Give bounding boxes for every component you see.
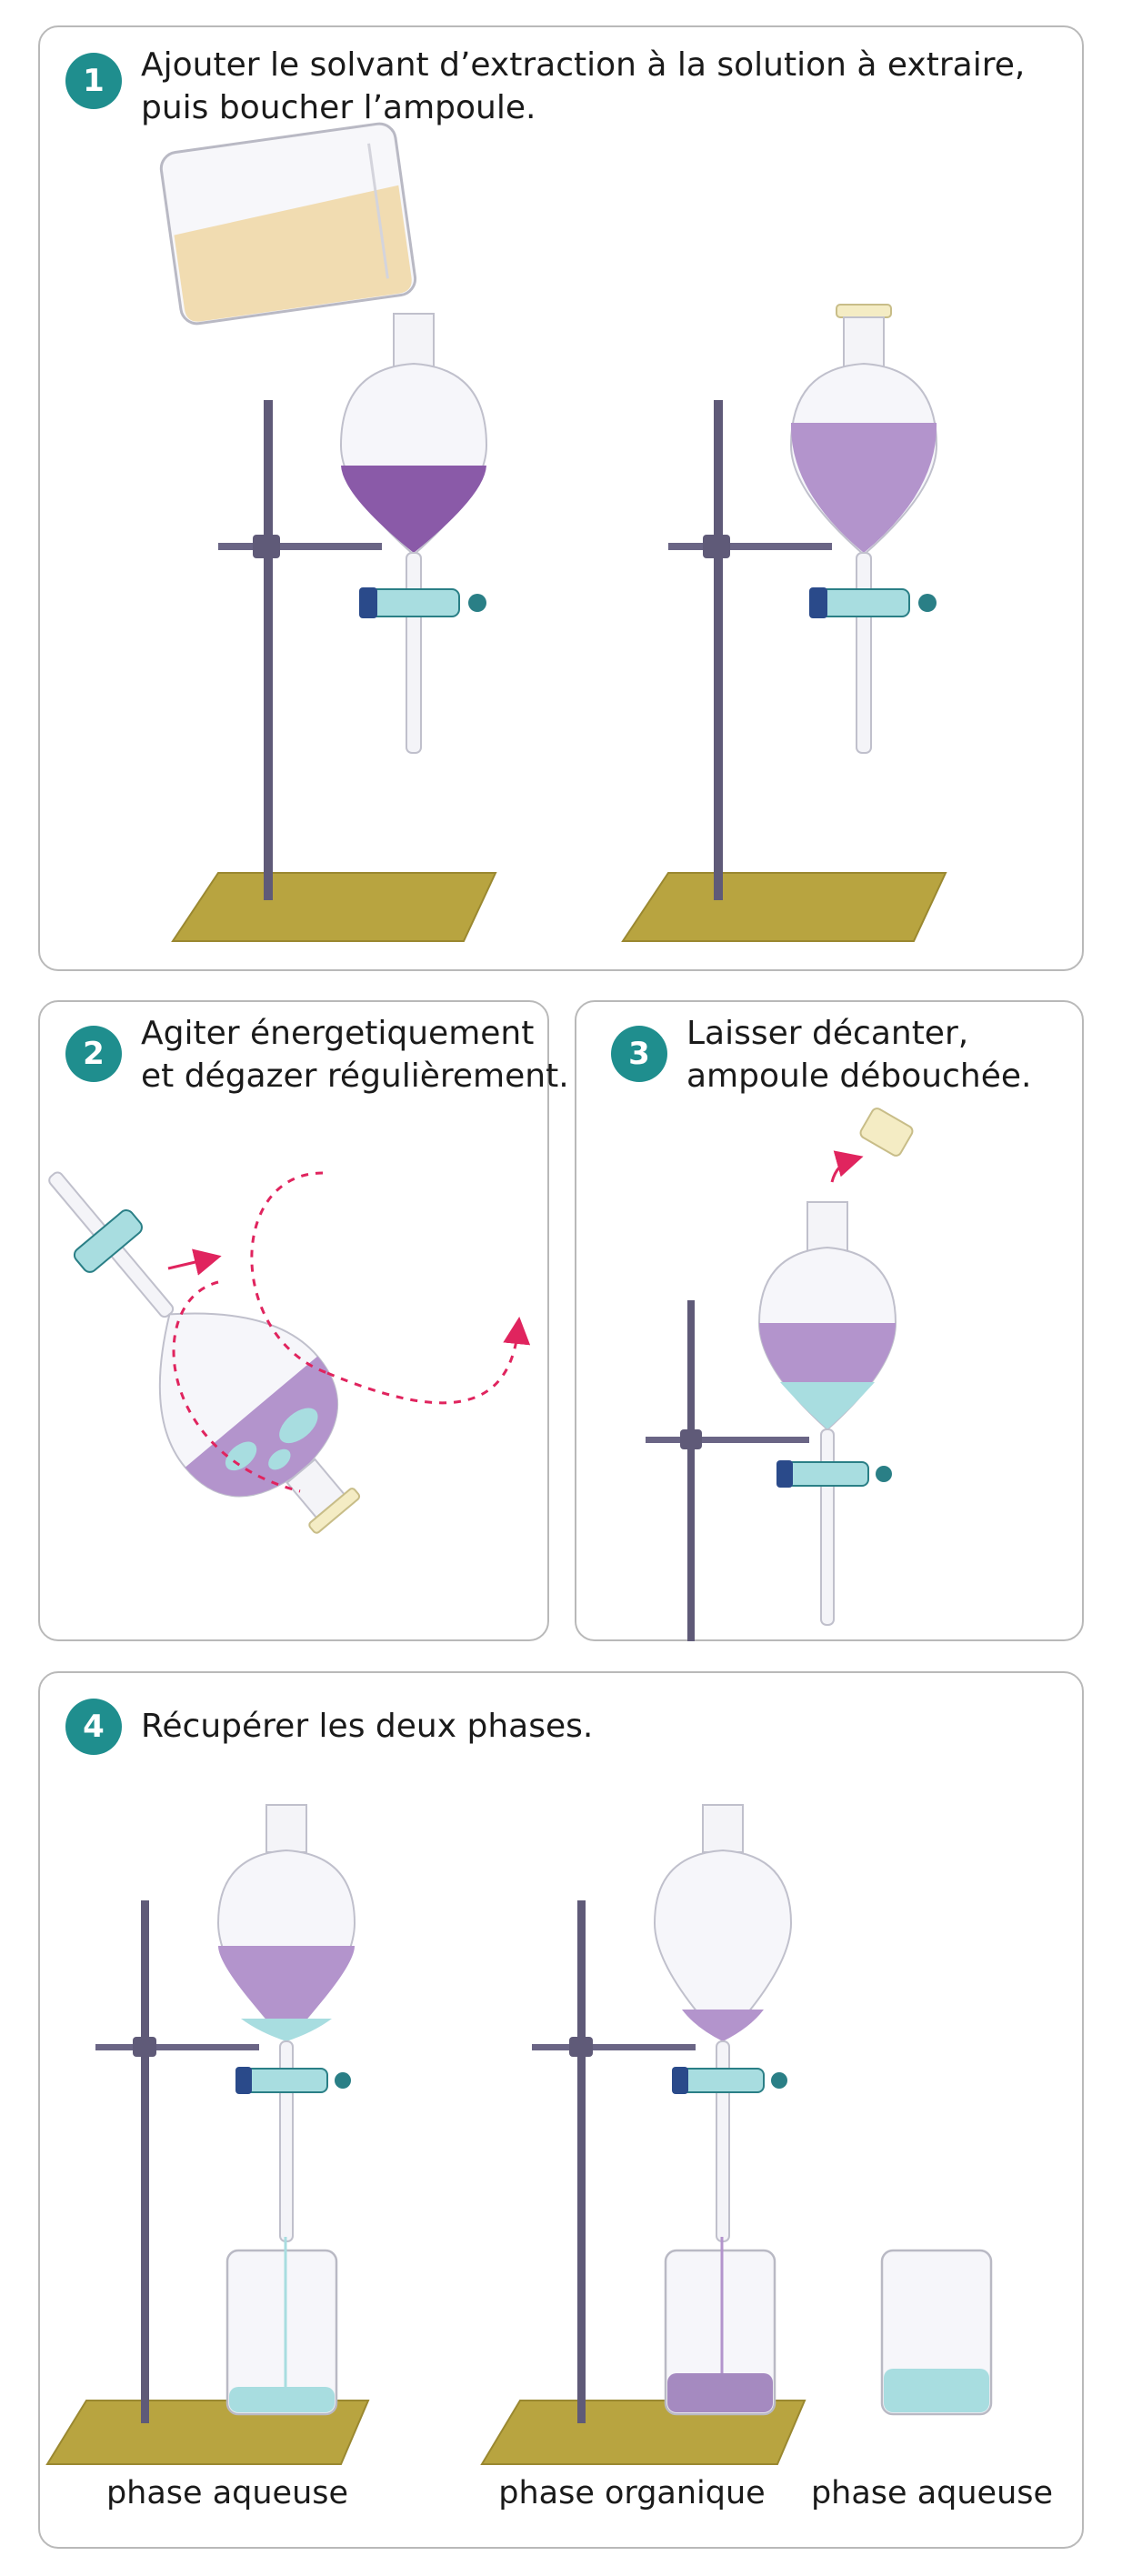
step-3-text: Laisser décanter, ampoule débouchée. bbox=[686, 1015, 1032, 1095]
step-2-number: 2 bbox=[65, 1026, 122, 1082]
collecting-funnel-middle bbox=[653, 1804, 793, 2242]
step-1-text: Ajouter le solvant d’extraction à la sol… bbox=[141, 46, 1026, 126]
stand-2 bbox=[621, 400, 947, 942]
rotation-arrow-upper bbox=[250, 1171, 328, 1375]
step-4-number: 4 bbox=[65, 1699, 122, 1755]
beaker-aqueous-left bbox=[225, 2237, 338, 2416]
separatory-funnel-2 bbox=[789, 304, 938, 754]
caption-phase-organique: phase organique bbox=[498, 2475, 766, 2511]
step-3-number: 3 bbox=[611, 1026, 667, 1082]
rotation-arrow-right bbox=[326, 1317, 531, 1405]
panel-step-2 bbox=[38, 1000, 549, 1641]
stand-4-left bbox=[45, 1900, 370, 2465]
stand-3 bbox=[646, 1300, 809, 1641]
stand-4-middle bbox=[480, 1900, 806, 2465]
step-1-number: 1 bbox=[65, 53, 122, 109]
pouring-beaker bbox=[159, 122, 417, 326]
step-4-text: Récupérer les deux phases. bbox=[141, 1708, 594, 1745]
caption-phase-aqueuse-left: phase aqueuse bbox=[105, 2475, 349, 2511]
stopper-arrow bbox=[830, 1150, 864, 1183]
rotation-arrow-top bbox=[167, 1248, 222, 1276]
decanting-funnel bbox=[757, 1201, 897, 1626]
shaking-funnel bbox=[48, 1171, 361, 1534]
collecting-funnel-left bbox=[216, 1804, 356, 2242]
caption-phase-aqueuse-right: phase aqueuse bbox=[810, 2475, 1054, 2511]
beaker-aqueous-right bbox=[880, 2249, 993, 2416]
beaker-organic-middle bbox=[664, 2237, 776, 2416]
separatory-funnel-1 bbox=[339, 313, 488, 754]
rotation-arrow-left bbox=[172, 1280, 301, 1493]
stopper-removed bbox=[859, 1108, 914, 1157]
stand-1 bbox=[171, 400, 497, 942]
step-2-text: Agiter énergetiquement et dégazer réguli… bbox=[141, 1015, 569, 1095]
